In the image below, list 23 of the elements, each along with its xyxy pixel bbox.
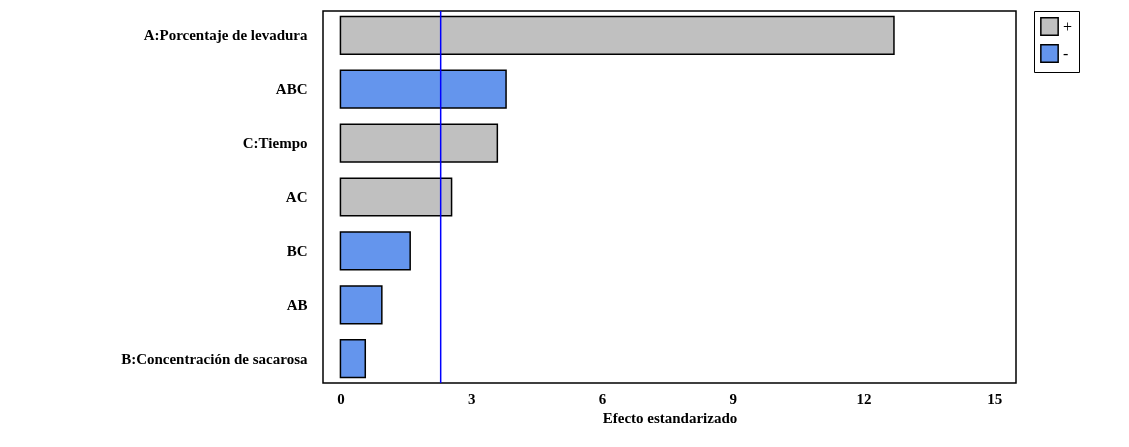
y-tick-label: B:Concentración de sacarosa [121,350,308,367]
x-tick-label: 3 [467,390,476,407]
legend-label: - [1063,44,1069,62]
bar [339,177,453,217]
x-tick-label: 0 [337,390,345,407]
x-tick-label: 6 [598,390,607,407]
legend-label: + [1063,17,1073,35]
y-tick-label: AB [286,296,308,313]
x-tick-label: 9 [729,390,737,407]
bar [339,15,895,55]
y-tick-label: BC [286,242,308,259]
x-axis-title: Efecto estandarizado [602,409,738,426]
y-tick-label: A:Porcentaje de levadura [143,27,308,44]
x-tick-label: 15 [987,390,1003,407]
bar [339,69,507,109]
bar [339,231,411,271]
bar [339,285,383,325]
bar [339,123,499,163]
bar [339,339,367,379]
x-tick-label: 12 [856,390,872,407]
y-tick-label: ABC [275,81,308,98]
y-tick-label: AC [285,189,308,205]
y-tick-label: C:Tiempo [242,135,308,152]
